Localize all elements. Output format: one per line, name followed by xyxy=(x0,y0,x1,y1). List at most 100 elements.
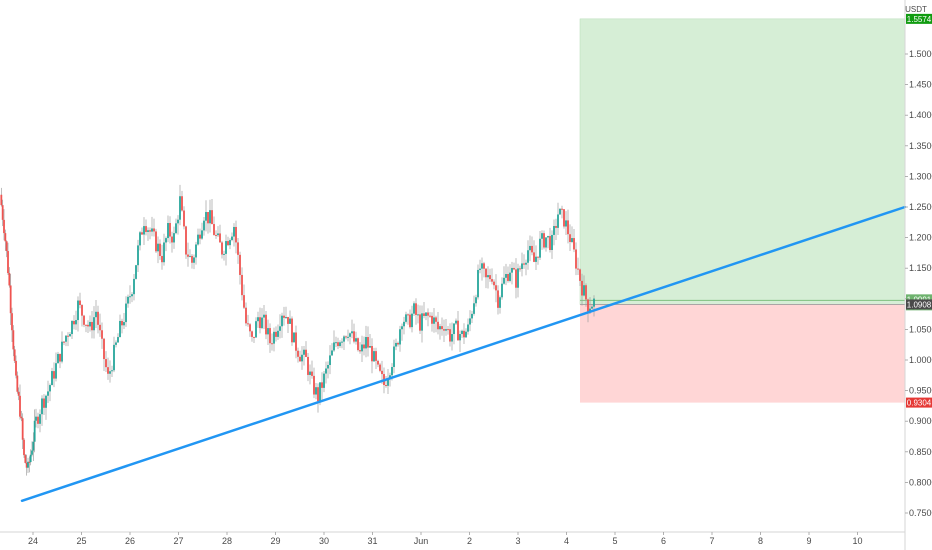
candle-up xyxy=(465,331,467,338)
candle-down xyxy=(457,320,459,341)
candle-up xyxy=(327,364,329,369)
candle-down xyxy=(185,226,187,255)
candle-up xyxy=(177,219,179,224)
candle-down xyxy=(379,364,381,371)
candle-up xyxy=(27,461,29,468)
x-tick-label: 6 xyxy=(661,536,666,546)
candle-down xyxy=(493,281,495,286)
x-tick-label: 10 xyxy=(852,536,862,546)
candle-down xyxy=(495,285,497,291)
candle-up xyxy=(157,243,159,252)
price-badge xyxy=(906,299,932,310)
candle-down xyxy=(491,279,493,282)
candle-down xyxy=(357,338,359,351)
candle-up xyxy=(477,269,479,298)
x-tick-label: 7 xyxy=(709,536,714,546)
candle-down xyxy=(371,346,373,362)
candle-up xyxy=(475,297,477,304)
candle-up xyxy=(32,441,35,451)
trendline[interactable] xyxy=(20,205,907,503)
candle-up xyxy=(137,245,139,266)
candle-down xyxy=(85,324,87,326)
loss-zone[interactable] xyxy=(580,304,905,403)
candle-up xyxy=(55,363,57,379)
candle-down xyxy=(63,341,65,343)
candle-up xyxy=(333,342,335,351)
candle-up xyxy=(77,300,79,321)
candle-down xyxy=(443,329,445,331)
candle-up xyxy=(411,313,413,328)
candle-down xyxy=(21,418,24,440)
x-tick-label: 5 xyxy=(612,536,617,546)
candle-down xyxy=(317,387,319,402)
candle-down xyxy=(4,233,7,242)
candle-up xyxy=(351,331,353,334)
candle-up xyxy=(445,329,447,331)
candle-up xyxy=(557,214,559,228)
candle-down xyxy=(239,254,241,275)
x-tick-label: 26 xyxy=(125,536,135,546)
candle-up xyxy=(361,344,363,352)
candle-down xyxy=(291,318,293,343)
candle-up xyxy=(45,395,47,408)
y-tick-label: 1.5000 xyxy=(909,49,932,59)
candle-down xyxy=(20,416,23,419)
candle-up xyxy=(309,371,311,375)
candle-up xyxy=(527,250,529,263)
x-tick-label: 9 xyxy=(806,536,811,546)
candle-down xyxy=(375,351,377,361)
candle-down xyxy=(427,312,429,316)
candle-up xyxy=(589,308,591,313)
candle-up xyxy=(471,313,473,319)
candle-up xyxy=(335,342,337,344)
candle-up xyxy=(263,314,265,318)
profit-zone[interactable] xyxy=(579,18,906,305)
candle-up xyxy=(203,220,205,231)
candle-up xyxy=(47,391,49,396)
candle-down xyxy=(275,331,277,337)
candle-up xyxy=(57,353,59,364)
candle-up xyxy=(71,321,73,335)
candle-up xyxy=(365,337,367,349)
candle-down xyxy=(28,461,31,463)
candle-down xyxy=(25,462,28,468)
candle-down xyxy=(245,307,247,324)
candle-down xyxy=(13,349,16,361)
candle-up xyxy=(413,303,415,314)
candle-up xyxy=(285,317,287,319)
candle-down xyxy=(3,219,5,234)
candle-up xyxy=(279,326,281,331)
candle-up xyxy=(501,283,503,298)
price-badge xyxy=(906,13,932,24)
candle-down xyxy=(441,326,443,330)
candle-down xyxy=(79,300,81,306)
candle-up xyxy=(481,263,483,269)
candle-down xyxy=(251,331,253,337)
candle-down xyxy=(103,338,105,360)
candle-down xyxy=(15,360,17,376)
candle-up xyxy=(175,223,177,234)
candle-up xyxy=(421,313,423,331)
candle-up xyxy=(401,326,403,330)
candle-up xyxy=(223,253,225,255)
candle-up xyxy=(323,373,325,388)
candle-up xyxy=(521,263,523,269)
candle-down xyxy=(295,332,297,351)
candle-down xyxy=(407,314,409,316)
candle-up xyxy=(473,303,475,314)
candle-up xyxy=(277,330,279,337)
y-tick-label: 1.3000 xyxy=(909,171,932,181)
candle-down xyxy=(367,337,369,348)
candle-down xyxy=(507,274,509,281)
candle-down xyxy=(213,224,215,235)
candle-down xyxy=(153,228,155,232)
candle-down xyxy=(449,329,451,342)
candle-up xyxy=(559,208,561,215)
candle-down xyxy=(561,208,563,210)
candle-up xyxy=(403,321,405,327)
candle-up xyxy=(509,272,511,281)
